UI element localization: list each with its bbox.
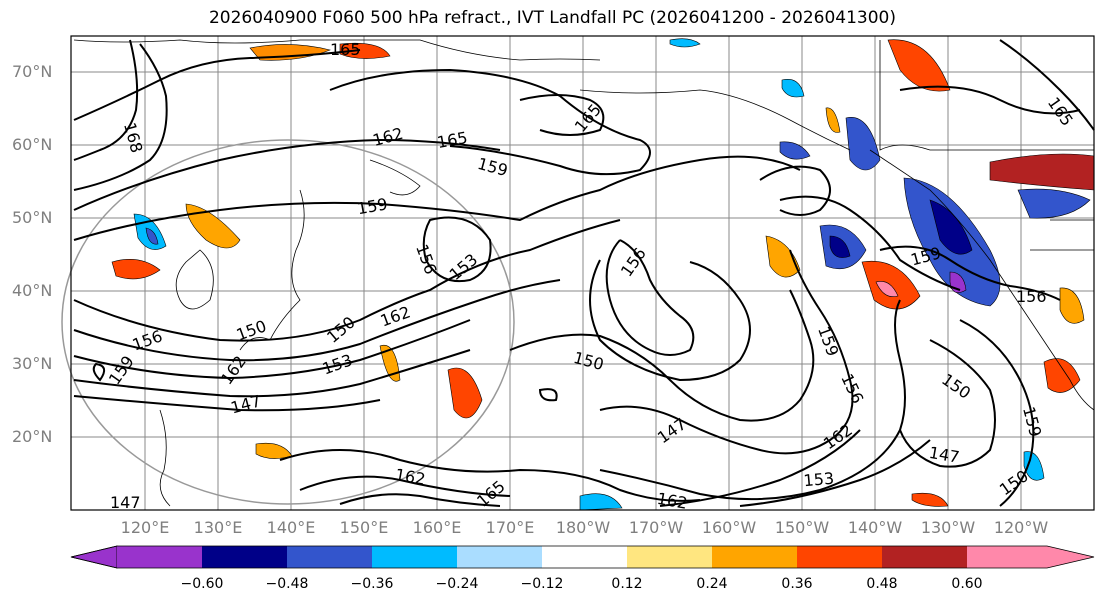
shade-blob bbox=[825, 107, 841, 133]
lon-label-170e: 170°E bbox=[485, 518, 535, 537]
colorbar-segment bbox=[542, 546, 627, 568]
colorbar-tick-label: 0.60 bbox=[951, 576, 983, 592]
colorbar-outline bbox=[70, 545, 1095, 569]
colorbar-segment bbox=[457, 546, 542, 568]
shade-blob bbox=[875, 281, 899, 297]
lon-label-160e: 160°E bbox=[412, 518, 462, 537]
lat-label-40n: 40°N bbox=[12, 281, 53, 300]
shade-blob bbox=[447, 367, 483, 419]
contour-label: 153 bbox=[803, 469, 835, 491]
shade-blob bbox=[339, 42, 391, 59]
shade-blob bbox=[111, 259, 161, 280]
colorbar-low-arrow bbox=[70, 545, 118, 569]
shade-blob bbox=[781, 79, 805, 98]
colorbar-segment bbox=[117, 546, 202, 568]
colorbar-tick-label: −0.48 bbox=[265, 576, 309, 592]
map-title: 2026040900 F060 500 hPa refract., IVT La… bbox=[208, 8, 896, 28]
contour-label: 147 bbox=[110, 493, 141, 512]
colorbar-high-arrow bbox=[967, 546, 1094, 568]
colorbar-segment bbox=[202, 546, 287, 568]
colorbar-segment bbox=[372, 546, 457, 568]
lon-label-170w: 170°W bbox=[628, 518, 684, 537]
graticule bbox=[70, 36, 1094, 510]
colorbar-tick-label: −0.36 bbox=[350, 576, 394, 592]
lat-label-70n: 70°N bbox=[12, 62, 53, 81]
lon-label-180w: 180°W bbox=[555, 518, 611, 537]
lon-label-140w: 140°W bbox=[847, 518, 903, 537]
colorbar-tick-label: −0.12 bbox=[520, 576, 564, 592]
shade-blob bbox=[845, 117, 881, 171]
lon-label-150e: 150°E bbox=[339, 518, 389, 537]
contours bbox=[73, 39, 1095, 507]
shade-blob bbox=[829, 235, 851, 258]
colorbar-tick-label: 0.48 bbox=[866, 576, 898, 592]
shade-blob bbox=[379, 344, 401, 382]
lat-label-50n: 50°N bbox=[12, 208, 53, 227]
shade-blob bbox=[1017, 188, 1091, 219]
shade-blob bbox=[669, 38, 701, 48]
lon-label-120e: 120°E bbox=[120, 518, 170, 537]
shade-blob bbox=[145, 227, 159, 245]
contour-label: 156 bbox=[1016, 287, 1047, 306]
colorbar-tick-label: −0.24 bbox=[435, 576, 479, 592]
shade-blob bbox=[929, 199, 973, 255]
lon-label-130w: 130°W bbox=[920, 518, 976, 537]
shade-blob bbox=[911, 492, 949, 507]
colorbar-segment bbox=[712, 546, 797, 568]
colorbar-segment bbox=[882, 546, 967, 568]
contour-label: 165 bbox=[330, 40, 361, 59]
shade-blob bbox=[779, 141, 811, 160]
positive-shading bbox=[111, 39, 1095, 507]
colorbar-segment bbox=[797, 546, 882, 568]
colorbar-tick-label: 0.12 bbox=[611, 576, 643, 592]
coastlines bbox=[73, 39, 1095, 507]
shade-blob bbox=[1059, 287, 1085, 324]
lon-label-120w: 120°W bbox=[993, 518, 1049, 537]
lat-label-30n: 30°N bbox=[12, 354, 53, 373]
colorbar bbox=[70, 545, 1095, 569]
colorbar-tick-label: −0.60 bbox=[180, 576, 224, 592]
colorbar-tick-label: 0.36 bbox=[781, 576, 813, 592]
shade-blob bbox=[765, 235, 801, 278]
lat-label-20n: 20°N bbox=[12, 427, 53, 446]
map-frame bbox=[70, 35, 1095, 511]
shade-blob bbox=[185, 203, 241, 249]
shade-blob bbox=[887, 39, 951, 92]
lon-label-140e: 140°E bbox=[266, 518, 316, 537]
lat-label-60n: 60°N bbox=[12, 135, 53, 154]
colorbar-segment bbox=[287, 546, 372, 568]
lon-label-160w: 160°W bbox=[701, 518, 757, 537]
colorbar-segment bbox=[627, 546, 712, 568]
shade-blob bbox=[579, 493, 623, 511]
lon-label-130e: 130°E bbox=[193, 518, 243, 537]
range-circle bbox=[61, 139, 515, 505]
shade-blob bbox=[1023, 451, 1045, 481]
lon-label-150w: 150°W bbox=[774, 518, 830, 537]
colorbar-tick-label: 0.24 bbox=[696, 576, 728, 592]
shade-blob bbox=[1043, 358, 1081, 393]
